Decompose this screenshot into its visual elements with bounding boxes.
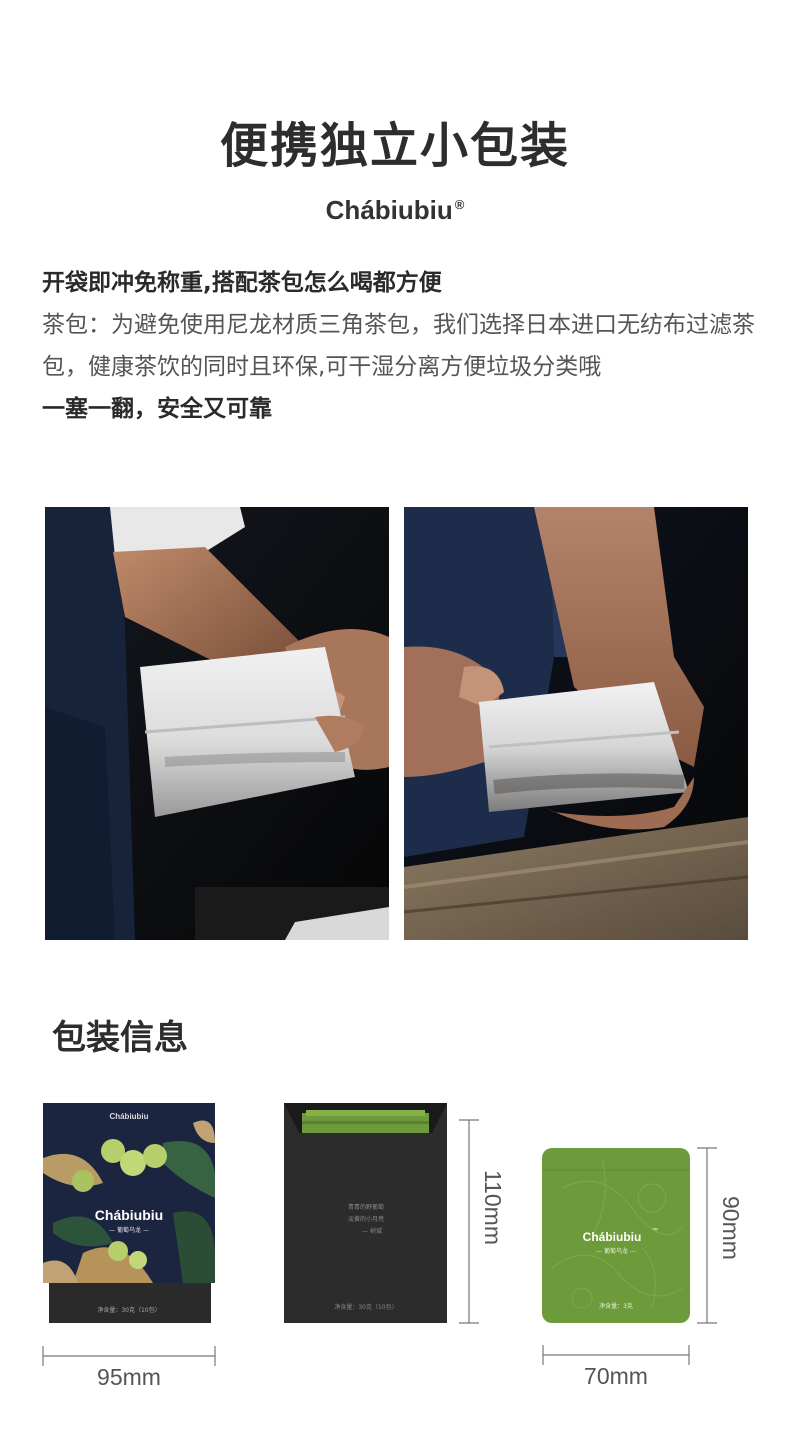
tea-sachet-image: Chábiubiu ™ — 葡萄乌龙 — 净含量：3克 (542, 1148, 690, 1323)
sachet-subtitle: — 葡萄乌龙 — (596, 1247, 636, 1255)
sachet-width-label: 70mm (584, 1363, 648, 1389)
packaging-section-title: 包装信息 (52, 1018, 188, 1058)
box-net-weight: 净含量：30克（10包） (97, 1306, 160, 1314)
gift-box-open-image: 青青的野葡萄 淡黄的小月亮 — 树城 净含量：30克（10包） (284, 1103, 447, 1323)
intro-headline: 开袋即冲免称重,搭配茶包怎么喝都方便 (42, 270, 442, 296)
poem-author: — 树城 (362, 1227, 382, 1235)
brand-logo-text: Chábiubiu ® (325, 195, 465, 225)
open-box-net-weight: 净含量：30克（10包） (334, 1303, 397, 1311)
box-height-label: 110mm (480, 1170, 506, 1245)
page-title: 便携独立小包装 (219, 118, 570, 174)
intro-body: 茶包：为避免使用尼龙材质三角茶包，我们选择日本进口无纺布过滤茶包，健康茶饮的同时… (42, 312, 755, 380)
registered-mark: ® (454, 197, 465, 212)
box-brand-label: Chábiubiu (109, 1112, 148, 1121)
intro-text: 开袋即冲免称重,搭配茶包怎么喝都方便 茶包：为避免使用尼龙材质三角茶包，我们选择… (42, 262, 762, 430)
sachet-logo: Chábiubiu (583, 1230, 642, 1244)
hand-holding-tea-bag-photo (45, 507, 389, 940)
gift-box-front-image: Chábiubiu Chábiubiu — 葡萄乌龙 — 净含量：30克（10包… (43, 1103, 215, 1323)
box-width-label: 95mm (97, 1364, 161, 1390)
sachet-height-label: 90mm (718, 1196, 744, 1260)
poem-line-1: 青青的野葡萄 (348, 1203, 384, 1211)
sachet-net-weight: 净含量：3克 (599, 1302, 633, 1310)
box-subtitle: — 葡萄乌龙 — (109, 1226, 149, 1234)
box-logo: Chábiubiu (95, 1207, 163, 1223)
intro-tagline: 一塞一翻，安全又可靠 (42, 396, 272, 422)
hands-opening-tea-bag-photo (404, 507, 748, 940)
poem-line-2: 淡黄的小月亮 (348, 1215, 384, 1223)
trademark-mark: ™ (652, 1227, 658, 1234)
